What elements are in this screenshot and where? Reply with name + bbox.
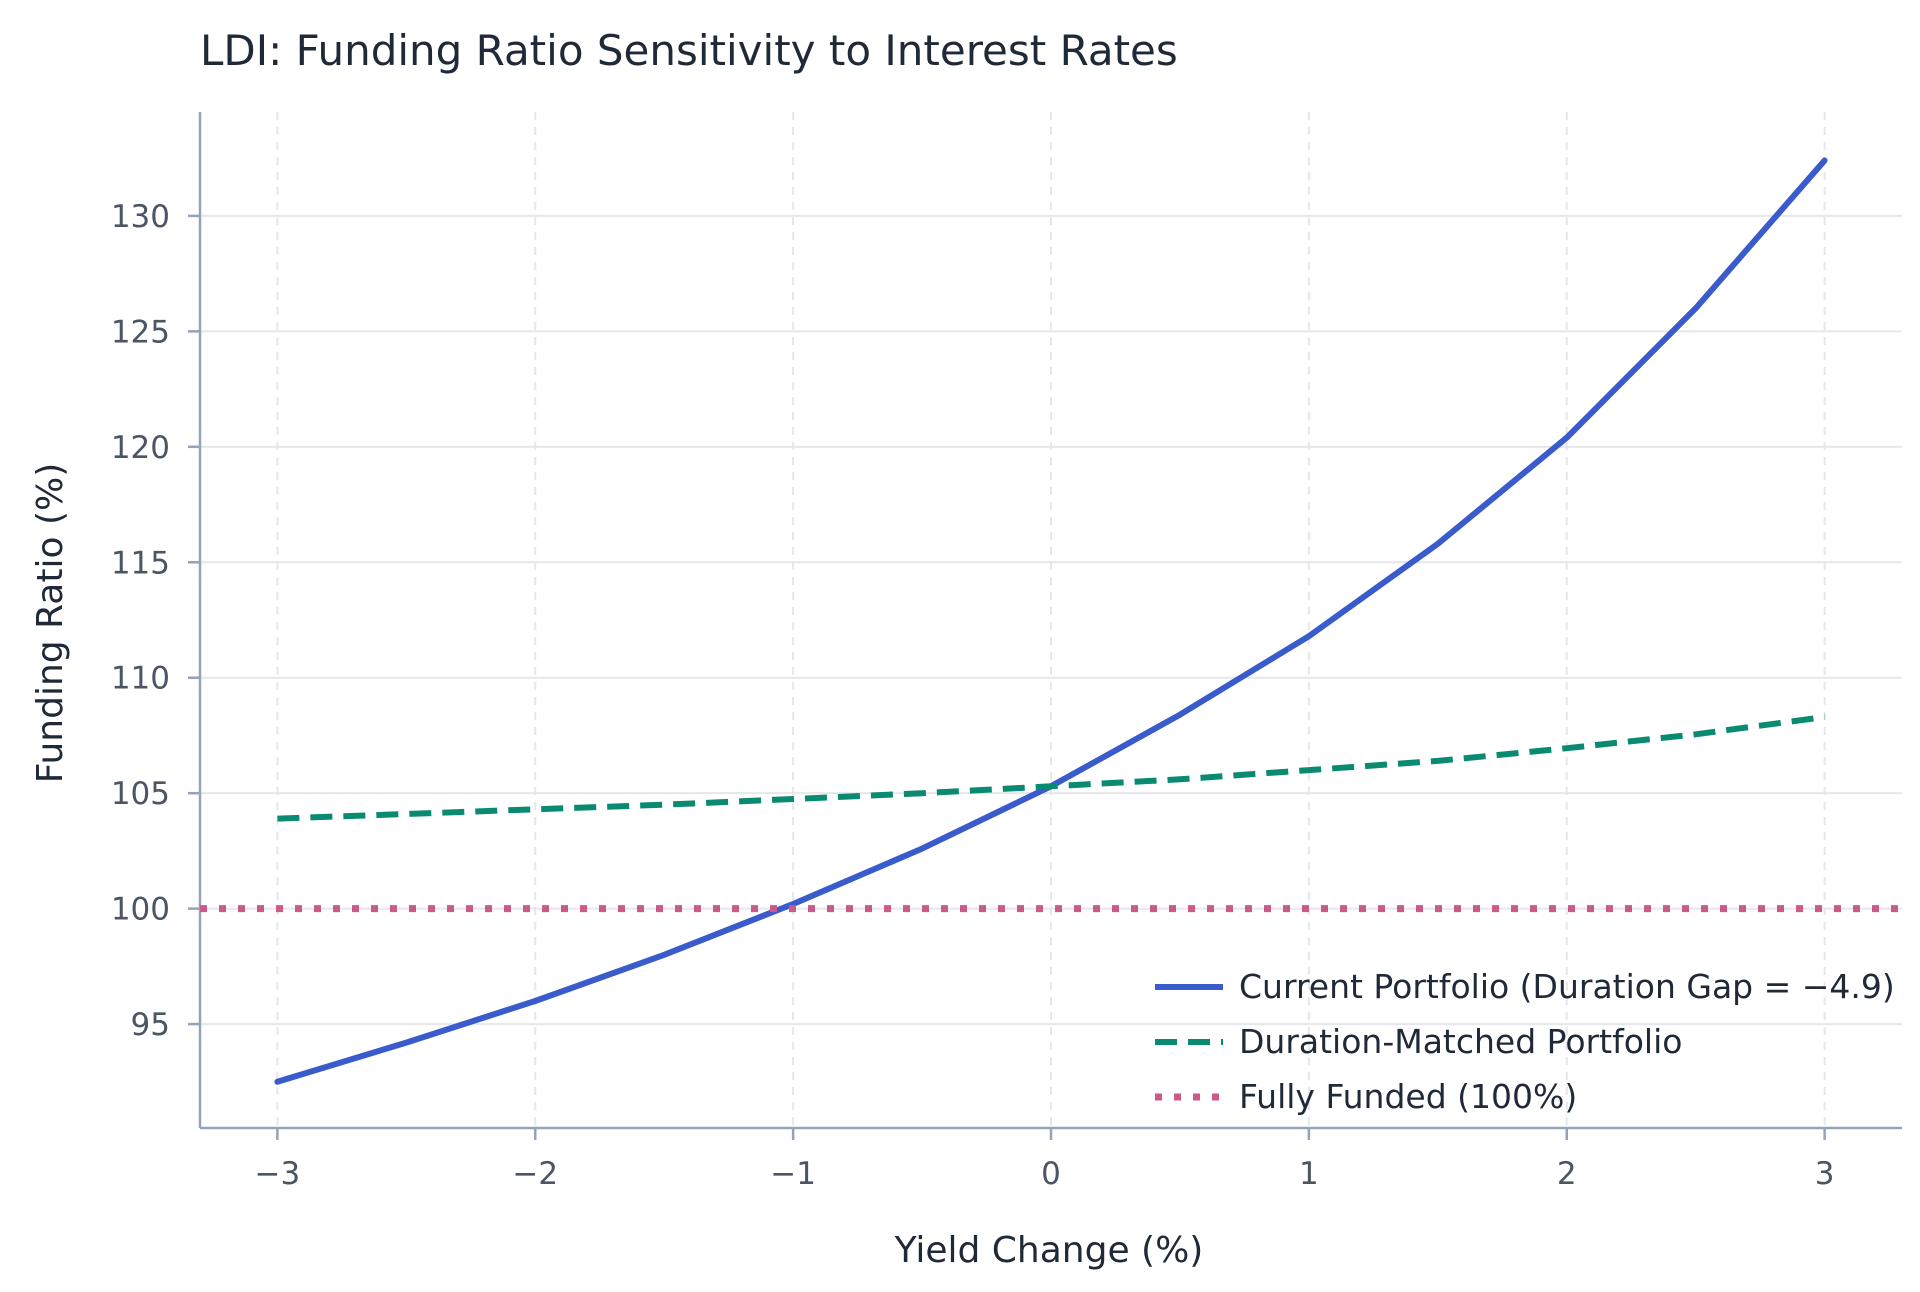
series-line-2 — [277, 714, 1825, 822]
x-tick-label: 2 — [1557, 1156, 1577, 1192]
chart-title: LDI: Funding Ratio Sensitivity to Intere… — [200, 26, 1178, 75]
legend-label-2: Duration-Matched Portfolio — [1239, 1022, 1682, 1061]
y-tick-label: 115 — [111, 545, 170, 581]
y-tick-label: 130 — [111, 199, 170, 235]
grid — [200, 112, 1902, 1128]
x-tick-label: −3 — [255, 1156, 301, 1192]
y-axis-label: Funding Ratio (%) — [30, 463, 71, 784]
y-tick-label: 120 — [111, 430, 170, 466]
legend: Current Portfolio (Duration Gap = −4.9) D… — [1155, 967, 1895, 1116]
legend-label-3: Fully Funded (100%) — [1239, 1077, 1577, 1116]
y-tick-label: 105 — [111, 776, 170, 812]
x-tick-label: 1 — [1299, 1156, 1319, 1192]
x-tick-label: 0 — [1041, 1156, 1061, 1192]
y-tick-label: 110 — [111, 661, 170, 697]
ticks: 95 100 105 110 115 120 125 130 −3 −2 −1 0 1 2 3 — [111, 199, 1835, 1192]
x-tick-label: 3 — [1815, 1156, 1835, 1192]
x-tick-label: −1 — [770, 1156, 816, 1192]
y-tick-label: 100 — [111, 892, 170, 928]
y-tick-label: 95 — [131, 1007, 170, 1043]
y-tick-label: 125 — [111, 314, 170, 350]
legend-label-1: Current Portfolio (Duration Gap = −4.9) — [1239, 967, 1895, 1006]
series — [200, 157, 1902, 1085]
x-axis-label: Yield Change (%) — [894, 1230, 1204, 1271]
x-tick-label: −2 — [512, 1156, 558, 1192]
